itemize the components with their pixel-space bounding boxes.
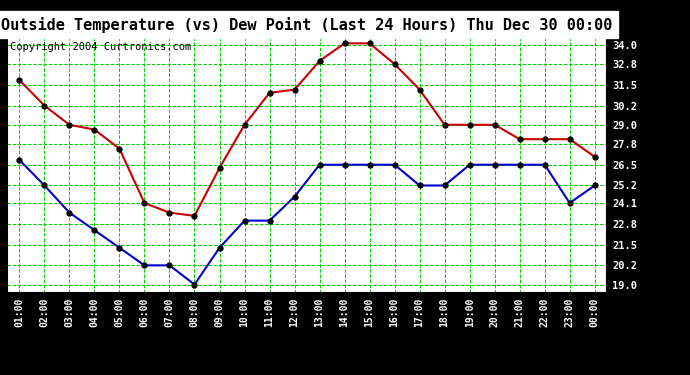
Text: Copyright 2004 Curtronics.com: Copyright 2004 Curtronics.com [10, 42, 191, 51]
Title: Outside Temperature (vs) Dew Point (Last 24 Hours) Thu Dec 30 00:00: Outside Temperature (vs) Dew Point (Last… [1, 16, 613, 33]
